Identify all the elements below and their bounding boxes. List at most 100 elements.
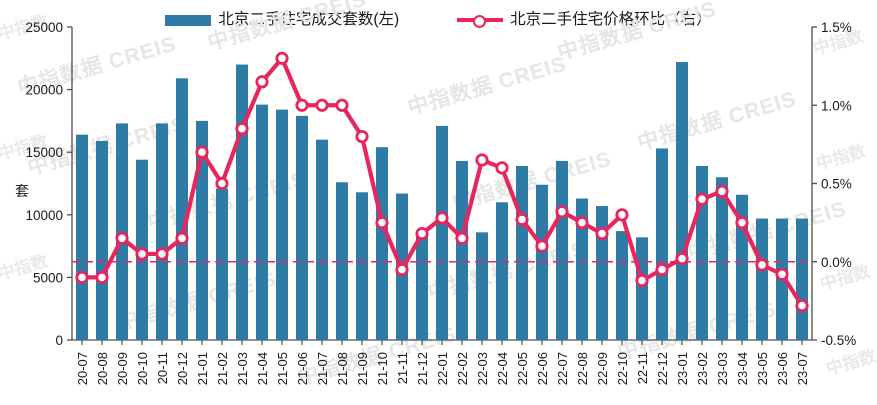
point-22-05 [515,212,529,227]
bar-21-09 [356,192,368,340]
svg-text:25000: 25000 [25,20,63,35]
svg-text:22-01: 22-01 [435,352,450,385]
svg-text:22-03: 22-03 [475,352,490,385]
point-22-10 [615,208,629,222]
bar-22-05 [516,165,528,340]
svg-text:22-04: 22-04 [495,352,510,385]
point-22-09 [595,226,609,241]
svg-text:21-03: 21-03 [235,352,250,385]
svg-text:22-02: 22-02 [455,352,470,385]
line-series-layer [72,51,812,313]
bar-21-08 [336,182,348,340]
bar-22-02 [456,160,468,340]
point-22-06 [535,239,549,253]
svg-text:20000: 20000 [25,83,63,98]
axis-labels-layer: 0 5000 10000 15000 20000 25000 -0.5% 0.0% 0.5% 1.… [15,20,856,385]
point-23-07 [795,298,809,313]
svg-text:21-07: 21-07 [315,352,330,385]
svg-text:0.5%: 0.5% [821,177,852,192]
bar-23-01 [676,62,688,340]
point-22-02 [455,231,469,245]
svg-text:23-01: 23-01 [675,352,690,385]
svg-text:21-04: 21-04 [255,352,270,385]
svg-text:0: 0 [55,333,63,348]
bar-22-09 [596,206,608,340]
svg-text:21-05: 21-05 [275,352,290,385]
svg-text:21-08: 21-08 [335,352,350,385]
point-21-01 [195,145,209,159]
point-23-06 [775,267,789,281]
bar-22-08 [576,198,588,340]
point-22-07 [555,205,569,219]
point-20-12 [175,231,189,245]
point-20-11 [155,247,169,261]
svg-text:1.5%: 1.5% [821,20,852,35]
bar-23-05 [756,218,768,340]
svg-text:23-06: 23-06 [775,352,790,385]
svg-text:22-11: 22-11 [635,352,650,384]
point-21-05 [275,51,289,65]
svg-text:23-03: 23-03 [715,352,730,385]
bar-20-08 [96,140,108,340]
point-20-10 [135,247,149,261]
point-21-08 [335,98,349,112]
point-23-02 [695,192,709,206]
svg-text:20-07: 20-07 [75,352,90,385]
point-23-05 [755,258,769,272]
bar-21-10 [376,147,388,340]
svg-text:中指数据 CREIS: 中指数据 CREIS [405,52,569,119]
svg-text:22-09: 22-09 [595,352,610,385]
bar-22-10 [616,231,628,340]
bar-21-05 [276,109,288,340]
bar-22-04 [496,202,508,340]
svg-text:21-10: 21-10 [375,352,390,385]
svg-text:中指数据 CREIS: 中指数据 CREIS [205,0,369,55]
svg-text:23-02: 23-02 [695,352,710,385]
svg-text:22-08: 22-08 [575,352,590,385]
point-21-12 [415,226,429,241]
bar-21-02 [216,188,228,340]
svg-text:22-12: 22-12 [655,352,670,385]
bar-23-03 [716,177,728,340]
point-21-07 [315,98,329,112]
bar-22-03 [476,232,488,340]
bar-21-03 [236,64,248,340]
point-21-06 [295,98,309,112]
point-22-12 [655,262,669,277]
point-20-08 [95,270,109,284]
bar-21-12 [416,236,428,340]
svg-text:22-07: 22-07 [555,352,570,385]
point-22-03 [475,153,489,167]
svg-text:23-05: 23-05 [755,352,770,385]
point-22-01 [435,211,449,225]
bar-23-02 [696,165,708,340]
svg-text:5000: 5000 [33,270,63,285]
point-22-08 [575,216,589,230]
svg-text:0.0%: 0.0% [821,255,852,270]
svg-text:20-10: 20-10 [135,352,150,385]
svg-text:中指数: 中指数 [814,140,869,174]
point-21-04 [255,75,269,89]
svg-text:20-08: 20-08 [95,352,110,385]
point-22-04 [495,161,509,175]
bar-22-11 [636,237,648,340]
svg-text:中指数: 中指数 [824,345,877,379]
point-23-01 [675,252,689,266]
point-20-09 [115,231,129,245]
svg-text:21-01: 21-01 [195,352,210,385]
point-21-09 [355,129,369,144]
svg-text:23-07: 23-07 [795,352,810,385]
svg-text:21-06: 21-06 [295,352,310,385]
bar-21-01 [196,120,208,341]
svg-text:22-10: 22-10 [615,352,630,385]
bar-21-04 [256,104,268,341]
point-21-11 [395,262,409,277]
svg-text:中指数据 CREIS: 中指数据 CREIS [555,0,719,65]
svg-text:22-06: 22-06 [535,352,550,385]
bar-22-07 [556,160,568,340]
svg-text:23-04: 23-04 [735,352,750,385]
svg-text:10000: 10000 [25,208,63,223]
svg-text:1.0%: 1.0% [821,98,852,113]
